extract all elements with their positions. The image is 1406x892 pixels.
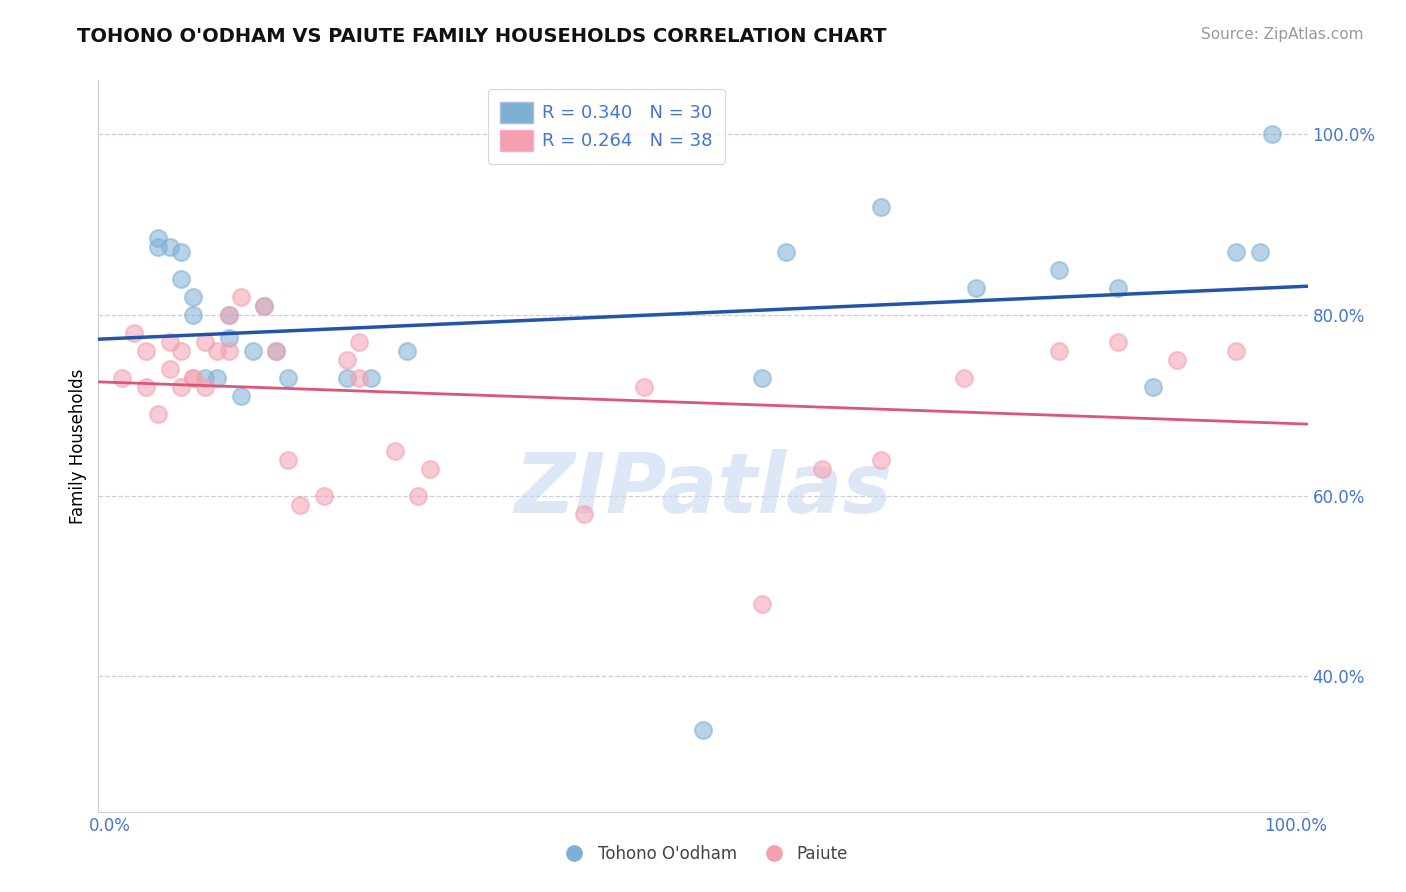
Point: [1261, 128, 1284, 142]
Point: [775, 244, 797, 259]
Point: [360, 371, 382, 385]
Point: [170, 244, 193, 259]
Point: [1047, 344, 1070, 359]
Point: [135, 380, 157, 394]
Point: [181, 308, 204, 322]
Point: [122, 326, 145, 340]
Point: [965, 281, 987, 295]
Point: [111, 371, 134, 385]
Point: [277, 371, 299, 385]
Point: [253, 299, 276, 313]
Point: [170, 380, 193, 394]
Point: [146, 231, 169, 245]
Point: [288, 498, 311, 512]
Point: [135, 344, 157, 359]
Text: Source: ZipAtlas.com: Source: ZipAtlas.com: [1201, 27, 1364, 42]
Point: [1225, 244, 1247, 259]
Point: [194, 335, 217, 350]
Point: [277, 452, 299, 467]
Point: [181, 371, 204, 385]
Point: [159, 335, 181, 350]
Point: [952, 371, 974, 385]
Point: [218, 344, 240, 359]
Point: [312, 489, 335, 503]
Point: [264, 344, 287, 359]
Point: [347, 335, 370, 350]
Y-axis label: Family Households: Family Households: [69, 368, 87, 524]
Text: ZIPatlas: ZIPatlas: [515, 450, 891, 531]
Point: [170, 344, 193, 359]
Point: [347, 371, 370, 385]
Point: [336, 353, 359, 368]
Point: [242, 344, 264, 359]
Point: [395, 344, 418, 359]
Point: [869, 452, 891, 467]
Point: [1225, 344, 1247, 359]
Point: [1107, 281, 1129, 295]
Point: [159, 362, 181, 376]
Point: [146, 240, 169, 254]
Legend: Tohono O'odham, Paiute: Tohono O'odham, Paiute: [551, 838, 855, 869]
Point: [384, 443, 406, 458]
Point: [751, 371, 773, 385]
Point: [810, 461, 832, 475]
Point: [869, 200, 891, 214]
Point: [574, 507, 596, 521]
Point: [218, 331, 240, 345]
Point: [1107, 335, 1129, 350]
Point: [229, 389, 252, 403]
Point: [419, 461, 441, 475]
Point: [159, 240, 181, 254]
Point: [205, 344, 228, 359]
Point: [264, 344, 287, 359]
Point: [408, 489, 430, 503]
Point: [1249, 244, 1271, 259]
Point: [692, 723, 714, 738]
Point: [194, 380, 217, 394]
Point: [229, 290, 252, 304]
Point: [170, 272, 193, 286]
Text: TOHONO O'ODHAM VS PAIUTE FAMILY HOUSEHOLDS CORRELATION CHART: TOHONO O'ODHAM VS PAIUTE FAMILY HOUSEHOL…: [77, 27, 887, 45]
Point: [205, 371, 228, 385]
Point: [218, 308, 240, 322]
Point: [633, 380, 655, 394]
Point: [336, 371, 359, 385]
Point: [194, 371, 217, 385]
Point: [181, 290, 204, 304]
Point: [218, 308, 240, 322]
Point: [181, 371, 204, 385]
Point: [253, 299, 276, 313]
Point: [146, 408, 169, 422]
Point: [1142, 380, 1164, 394]
Point: [1047, 263, 1070, 277]
Point: [751, 597, 773, 611]
Point: [1166, 353, 1188, 368]
